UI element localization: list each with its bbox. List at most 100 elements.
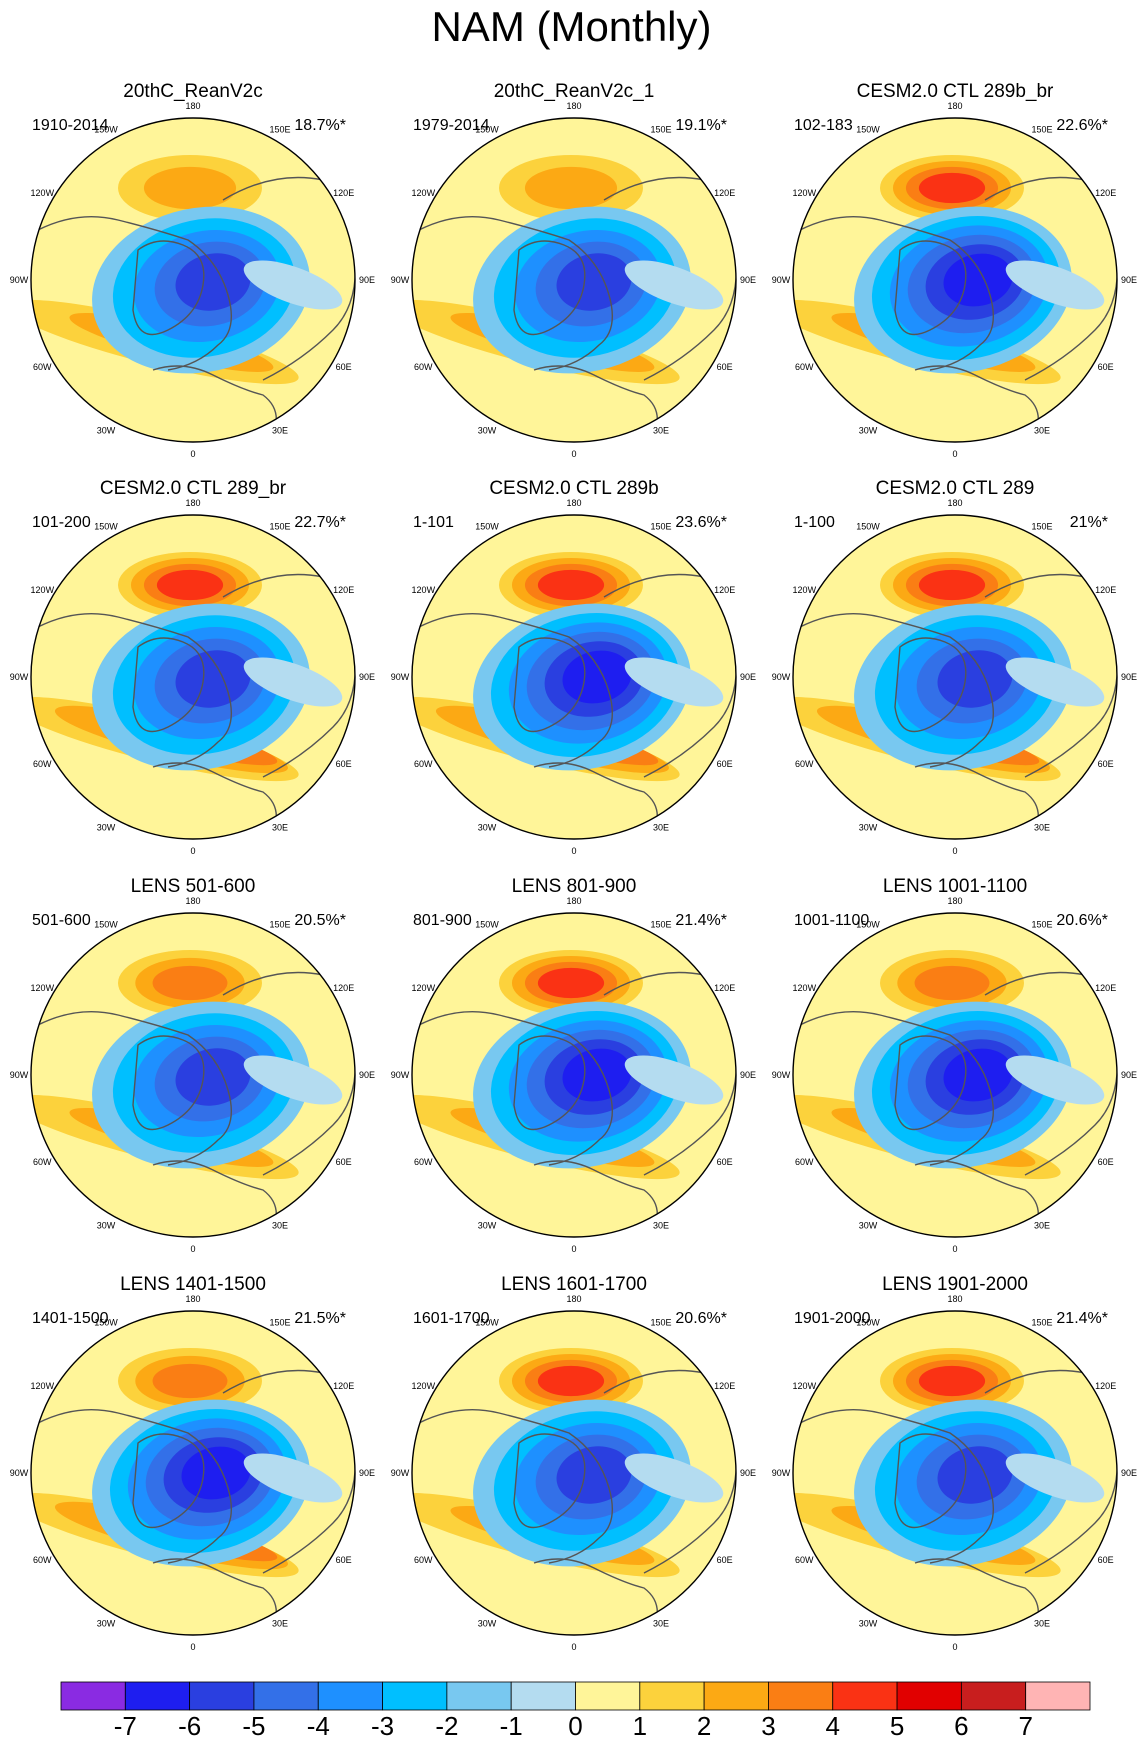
lon-label: 30E [1034, 1221, 1050, 1231]
lon-label: 30E [272, 1619, 288, 1629]
eurasia-tongue [624, 657, 724, 707]
lon-label: 30E [272, 426, 288, 436]
pacific-anomaly-4 [918, 569, 986, 601]
lon-label: 0 [190, 1642, 195, 1652]
lon-label: 60E [336, 1555, 352, 1565]
coastline-america [37, 1011, 232, 1166]
panel-title: LENS 1601-1700 [501, 1274, 647, 1295]
eurasia-tongue [1005, 1453, 1105, 1503]
colorbar-box [768, 1681, 834, 1711]
coastlines [37, 573, 355, 833]
lon-label: 90W [391, 672, 410, 682]
polar-anomaly-5 [175, 1048, 251, 1106]
lon-label: 120E [714, 585, 735, 595]
lon-label: 0 [952, 449, 957, 459]
map-panel-11: LENS 1601-1700 1601-1700 20.6%* 180 150E 120E… [391, 1274, 756, 1652]
coastline-greenland [132, 637, 205, 733]
lon-label: 30E [653, 1619, 669, 1629]
panel-variance: 20.6%* [675, 1310, 727, 1327]
coastline-europe-africa [152, 1558, 277, 1629]
lon-label: 150W [856, 1317, 880, 1327]
contour-fill [31, 913, 355, 1237]
map-panel-5: CESM2.0 CTL 289b 1-101 23.6%* 180 150E 120E 90… [391, 478, 756, 856]
lon-label: 30E [1034, 426, 1050, 436]
lon-label: 0 [571, 1244, 576, 1254]
lon-label: 90E [359, 275, 375, 285]
colorbar-tick-label: 3 [761, 1711, 775, 1738]
lon-label: 120W [412, 188, 436, 198]
lon-label: 120E [333, 983, 354, 993]
polar-anomaly-6 [562, 650, 632, 704]
colorbar-tick-label: -4 [307, 1711, 330, 1738]
lon-label: 150W [856, 124, 880, 134]
coastline-america [418, 1409, 613, 1564]
coastline-america [418, 613, 613, 768]
colorbar-tick-label: -1 [500, 1711, 523, 1738]
panel-variance: 21.4%* [675, 912, 727, 929]
lon-label: 90E [1121, 1468, 1137, 1478]
colorbar-tick-label: 0 [568, 1711, 582, 1738]
polar-anomaly-5 [175, 650, 251, 708]
coastline-greenland [513, 1433, 586, 1529]
lon-label: 30W [859, 1221, 878, 1231]
pacific-anomaly-4 [156, 569, 224, 601]
colorbar-box [317, 1681, 383, 1711]
polar-anomaly-6 [943, 253, 1013, 307]
lon-label: 30W [478, 426, 497, 436]
contour-fill [793, 913, 1117, 1237]
panel-title: CESM2.0 CTL 289_br [100, 478, 287, 499]
coastline-europe-africa [533, 1160, 658, 1231]
colorbar-box [832, 1681, 898, 1711]
lon-label: 90E [1121, 1070, 1137, 1080]
lon-label: 90E [1121, 672, 1137, 682]
map-outline [792, 514, 1118, 840]
contour-fill [793, 1311, 1117, 1635]
lon-label: 180 [566, 498, 581, 508]
lon-label: 180 [185, 498, 200, 508]
colorbar-boxes: -7 -6 -5 -4 -3 -2 -1 0 1 2 3 4 5 6 7 [60, 1681, 1091, 1738]
lon-label: 60W [33, 759, 52, 769]
lon-label: 30W [859, 823, 878, 833]
lon-label: 60W [33, 1555, 52, 1565]
colorbar-tick-label: 4 [826, 1711, 840, 1738]
lon-label: 90E [740, 672, 756, 682]
contour-fill [31, 515, 355, 839]
coastline-europe-africa [914, 1558, 1039, 1629]
coastline-greenland [132, 240, 205, 336]
coastline-greenland [513, 1035, 586, 1131]
eurasia-tongue [624, 1055, 724, 1105]
coastline-greenland [894, 1035, 967, 1131]
lon-label: 150W [856, 521, 880, 531]
lon-label: 150W [475, 919, 499, 929]
colorbar-tick-label: 5 [890, 1711, 904, 1738]
panel-title: CESM2.0 CTL 289b_br [857, 81, 1054, 102]
panel-title: LENS 801-900 [512, 876, 637, 897]
lon-label: 30W [97, 1221, 116, 1231]
colorbar-box [124, 1681, 191, 1711]
lon-label: 30W [478, 823, 497, 833]
pacific-anomaly-2 [143, 166, 237, 210]
lon-label: 60W [414, 362, 433, 372]
lon-label: 0 [571, 449, 576, 459]
lon-label: 60E [717, 1555, 733, 1565]
coastline-europe-africa [914, 1160, 1039, 1231]
lon-label: 60W [795, 1157, 814, 1167]
coastline-europe-africa [533, 365, 658, 436]
lon-label: 90W [772, 672, 791, 682]
lon-label: 120E [333, 1381, 354, 1391]
colorbar-tick-label: -7 [114, 1711, 137, 1738]
lon-label: 0 [571, 846, 576, 856]
lon-label: 30W [97, 823, 116, 833]
panel-title: LENS 501-600 [131, 876, 256, 897]
colorbar-box [639, 1681, 705, 1711]
coastlines [799, 1369, 1117, 1629]
polar-anomaly-5 [937, 650, 1013, 708]
lon-label: 120W [31, 983, 55, 993]
colorbar-box [189, 1681, 255, 1711]
lon-label: 90E [740, 1070, 756, 1080]
lon-label: 150E [1031, 124, 1052, 134]
lon-label: 30W [478, 1221, 497, 1231]
map-outline [792, 117, 1118, 443]
